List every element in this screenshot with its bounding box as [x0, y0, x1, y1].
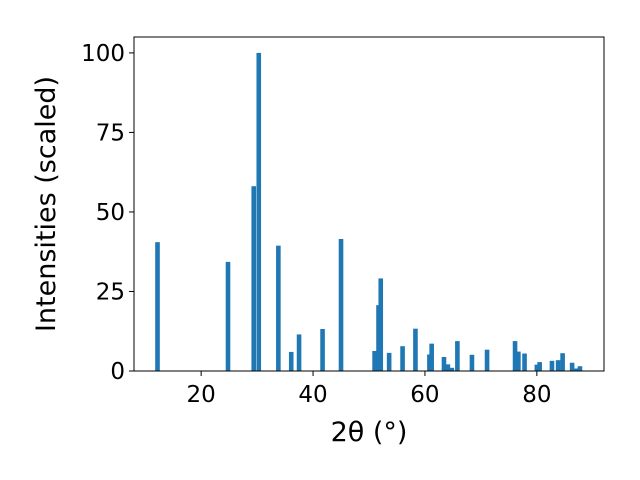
bar	[288, 351, 294, 371]
y-axis-label: Intensities (scaled)	[31, 76, 62, 332]
bar	[429, 343, 434, 371]
bar	[155, 242, 160, 371]
bar	[484, 349, 490, 371]
bar	[534, 364, 540, 371]
ticks-group: 20 40 60 80 0 25 50 75 100	[81, 41, 551, 408]
bar	[455, 341, 460, 371]
bar	[378, 278, 384, 371]
bar	[560, 353, 565, 371]
bar	[449, 367, 455, 371]
bar	[386, 352, 392, 371]
x-tick-label: 40	[298, 382, 327, 408]
bar	[522, 353, 527, 371]
bar	[441, 357, 447, 371]
bar	[320, 329, 325, 371]
y-tick-label: 25	[96, 279, 125, 305]
bar	[512, 341, 518, 371]
bars-group	[155, 52, 583, 372]
bar	[574, 368, 579, 371]
bar	[256, 52, 262, 372]
bar	[372, 350, 377, 371]
x-tick-label: 80	[522, 382, 551, 408]
bar	[413, 328, 418, 371]
bar	[569, 362, 575, 371]
bar	[445, 364, 451, 371]
bar	[251, 186, 257, 371]
x-axis-label: 2θ (°)	[331, 417, 408, 448]
bar	[577, 366, 583, 371]
bar	[516, 351, 521, 371]
bar	[276, 245, 281, 371]
x-tick-label: 20	[187, 382, 216, 408]
bar	[400, 346, 405, 371]
y-tick-label: 75	[96, 120, 125, 146]
plot-frame	[133, 36, 605, 372]
bar	[296, 334, 302, 371]
bar	[555, 360, 561, 371]
x-tick-label: 60	[410, 382, 439, 408]
y-tick-label: 0	[110, 359, 125, 385]
y-tick-label: 50	[96, 200, 125, 226]
bar	[537, 362, 542, 371]
bar	[338, 238, 344, 371]
bar	[225, 261, 231, 371]
y-tick-label: 100	[81, 41, 125, 67]
bar	[549, 360, 555, 371]
bar	[469, 354, 475, 371]
